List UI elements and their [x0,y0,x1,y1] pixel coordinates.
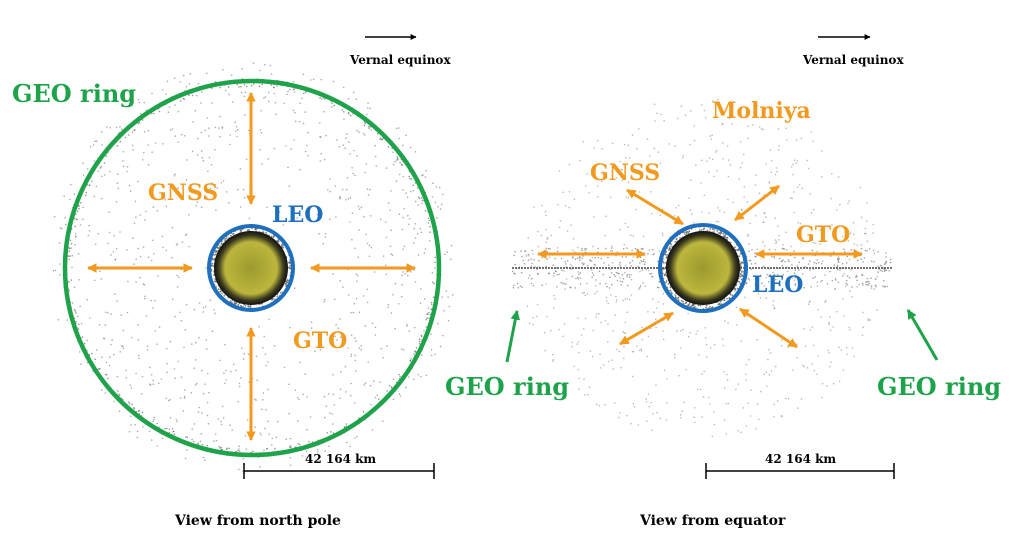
left-panel: Vernal equinox GEO ring LEO GNSS GTO 42 … [12,34,451,529]
leo-label-2: LEO [752,272,803,298]
gnss-label-2: GNSS [590,160,660,186]
geo-ring-label: GEO ring [12,79,136,108]
arrow-up-left [626,188,684,226]
caption-north-pole: View from north pole [174,513,341,529]
caption-equator: View from equator [639,513,786,529]
scale-bar-2 [705,463,895,479]
arrow-up-right [734,184,780,222]
gto-label-2: GTO [796,222,850,248]
geo-ring-label-left: GEO ring [445,372,569,401]
right-panel: Vernal equinox Molniya GNSS GTO LEO GEO … [445,34,1001,529]
earth [214,231,288,305]
gnss-label: GNSS [148,180,218,206]
vernal-equinox-label-2: Vernal equinox [802,53,904,67]
geo-pointer-right [906,309,939,361]
vernal-equinox-label: Vernal equinox [349,53,451,67]
molniya-label: Molniya [712,98,811,124]
arrow-down-left [619,311,674,346]
earth-2 [666,231,740,305]
leo-label: LEO [272,202,323,228]
gto-label: GTO [293,328,347,354]
scale-bar [243,463,435,479]
geo-ring-circle [62,78,442,458]
arrow-down-right [739,307,798,349]
leo-ring-circle [207,224,295,312]
scale-label: 42 164 km [305,452,376,466]
scale-label-2: 42 164 km [765,452,836,466]
geo-ring-label-right: GEO ring [877,372,1001,401]
geo-pointer-left [505,310,521,363]
leo-ring-circle-2 [658,223,748,313]
